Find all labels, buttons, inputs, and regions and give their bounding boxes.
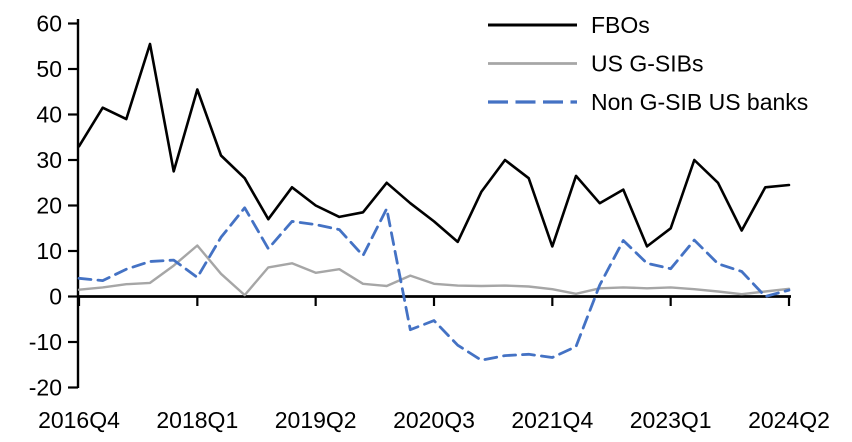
y-tick-label: -20	[29, 375, 62, 401]
series-line-us-gsibs	[77, 244, 791, 297]
y-axis-labels: 60 50 40 30 20 10 0 -10 -20	[29, 11, 62, 401]
series-lines	[77, 42, 791, 362]
legend-label-non-gsib-us-banks: Non G-SIB US banks	[591, 89, 808, 115]
legend: FBOs US G-SIBs Non G-SIB US banks	[488, 12, 808, 115]
legend-item-us-gsibs: US G-SIBs	[488, 51, 703, 77]
series-line-non-gsib-us-banks	[77, 206, 791, 362]
x-tick-label: 2018Q1	[156, 407, 238, 433]
x-tick-label: 2021Q4	[511, 407, 593, 433]
x-tick-label: 2023Q1	[630, 407, 712, 433]
y-tick-label: 30	[36, 147, 62, 173]
y-tick-label: 20	[36, 193, 62, 219]
y-tick-label: 60	[36, 11, 62, 37]
legend-item-non-gsib-us-banks: Non G-SIB US banks	[488, 89, 808, 115]
y-tick-label: -10	[29, 329, 62, 355]
x-tick-label: 2016Q4	[38, 407, 120, 433]
x-tick-label: 2019Q2	[275, 407, 357, 433]
y-tick-label: 0	[49, 284, 62, 310]
x-tick-label: 2020Q3	[393, 407, 475, 433]
legend-label-us-gsibs: US G-SIBs	[591, 51, 703, 77]
x-tick-label: 2024Q2	[748, 407, 830, 433]
legend-item-fbos: FBOs	[488, 12, 650, 38]
series-line-fbos	[77, 42, 791, 248]
y-tick-label: 40	[36, 102, 62, 128]
x-axis-labels: 2016Q4 2018Q1 2019Q2 2020Q3 2021Q4 2023Q1 2024…	[38, 407, 830, 433]
y-tick-label: 50	[36, 56, 62, 82]
y-tick-label: 10	[36, 238, 62, 264]
legend-label-fbos: FBOs	[591, 12, 650, 38]
axes	[68, 19, 791, 389]
